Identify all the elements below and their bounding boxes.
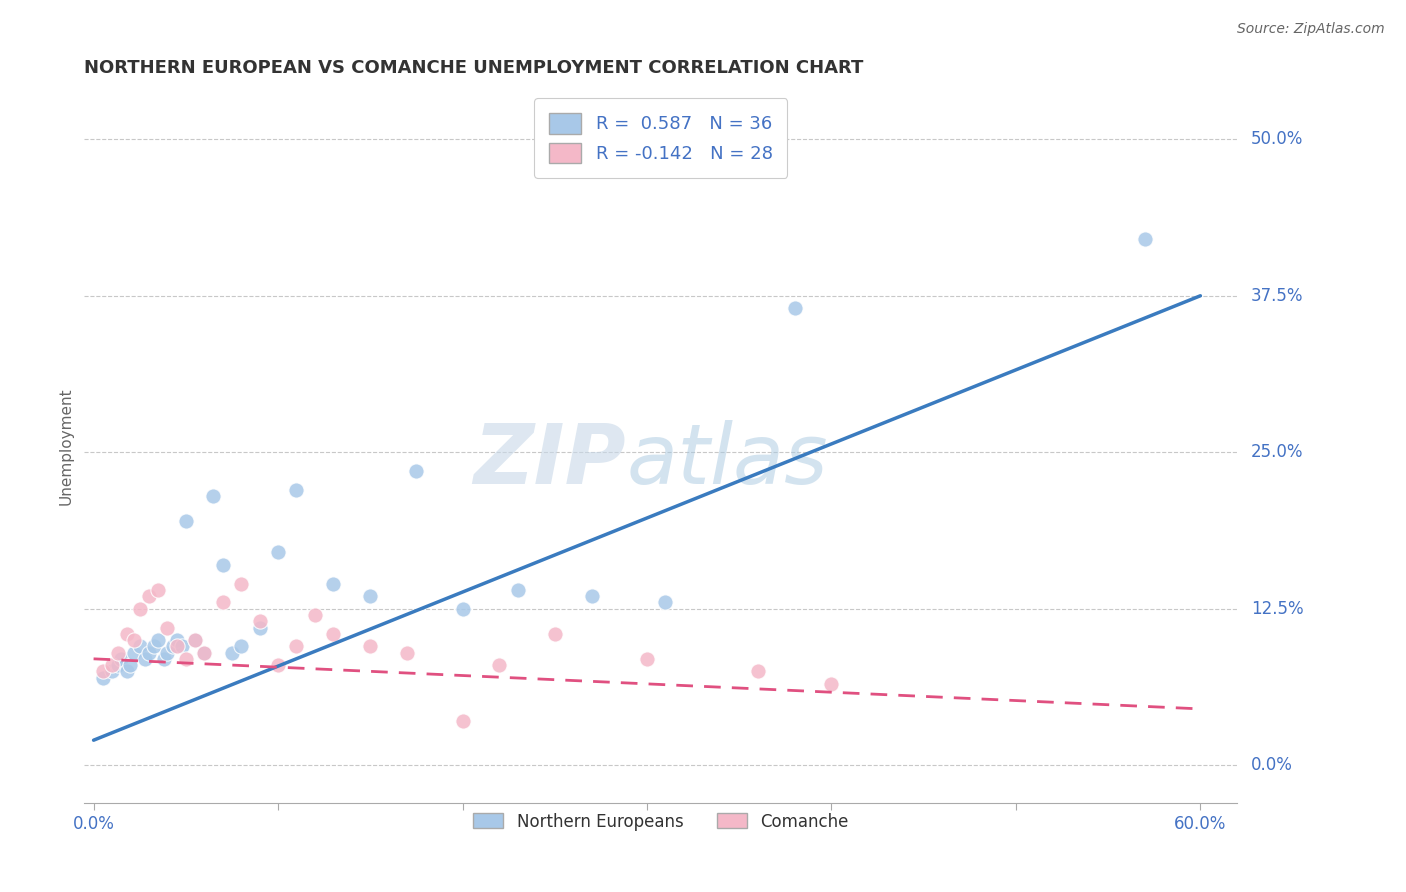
Text: 12.5%: 12.5% [1251, 599, 1303, 618]
Text: 50.0%: 50.0% [1251, 130, 1303, 148]
Point [156, 646, 179, 660]
Point [636, 652, 658, 666]
Point [134, 652, 156, 666]
Point [1133, 232, 1156, 246]
Point [174, 652, 197, 666]
Point [405, 464, 427, 478]
Point [249, 621, 271, 635]
Text: 37.5%: 37.5% [1251, 286, 1303, 305]
Point [122, 633, 145, 648]
Point [654, 595, 676, 609]
Point [747, 665, 769, 679]
Point [146, 633, 169, 648]
Point [249, 614, 271, 628]
Point [128, 601, 150, 615]
Point [202, 489, 225, 503]
Legend: Northern Europeans, Comanche: Northern Europeans, Comanche [467, 806, 855, 838]
Point [451, 714, 474, 729]
Point [166, 633, 188, 648]
Point [166, 640, 188, 654]
Point [581, 589, 603, 603]
Point [820, 677, 842, 691]
Point [115, 627, 138, 641]
Point [211, 558, 233, 572]
Point [267, 545, 290, 559]
Point [506, 582, 529, 597]
Point [152, 652, 174, 666]
Point [120, 658, 142, 673]
Point [172, 640, 194, 654]
Point [122, 646, 145, 660]
Text: NORTHERN EUROPEAN VS COMANCHE UNEMPLOYMENT CORRELATION CHART: NORTHERN EUROPEAN VS COMANCHE UNEMPLOYME… [84, 59, 863, 77]
Point [488, 658, 510, 673]
Text: 25.0%: 25.0% [1251, 443, 1303, 461]
Text: atlas: atlas [626, 420, 828, 500]
Point [544, 627, 567, 641]
Point [101, 658, 124, 673]
Point [107, 646, 129, 660]
Point [110, 652, 132, 666]
Point [184, 633, 207, 648]
Y-axis label: Unemployment: Unemployment [58, 387, 73, 505]
Point [146, 582, 169, 597]
Point [359, 589, 381, 603]
Point [221, 646, 243, 660]
Point [91, 665, 114, 679]
Point [143, 640, 166, 654]
Point [451, 601, 474, 615]
Point [322, 576, 344, 591]
Point [359, 640, 381, 654]
Text: Source: ZipAtlas.com: Source: ZipAtlas.com [1237, 22, 1385, 37]
Point [783, 301, 806, 316]
Text: 0.0%: 0.0% [1251, 756, 1294, 774]
Point [285, 640, 308, 654]
Point [128, 640, 150, 654]
Point [174, 514, 197, 528]
Point [304, 607, 326, 622]
Point [101, 665, 124, 679]
Point [138, 589, 160, 603]
Point [156, 621, 179, 635]
Point [231, 640, 253, 654]
Point [107, 658, 129, 673]
Point [115, 665, 138, 679]
Point [91, 671, 114, 685]
Point [322, 627, 344, 641]
Point [193, 646, 215, 660]
Point [162, 640, 184, 654]
Point [211, 595, 233, 609]
Point [285, 483, 308, 497]
Point [396, 646, 419, 660]
Point [231, 576, 253, 591]
Point [184, 633, 207, 648]
Text: ZIP: ZIP [474, 420, 626, 500]
Point [267, 658, 290, 673]
Point [138, 646, 160, 660]
Point [193, 646, 215, 660]
